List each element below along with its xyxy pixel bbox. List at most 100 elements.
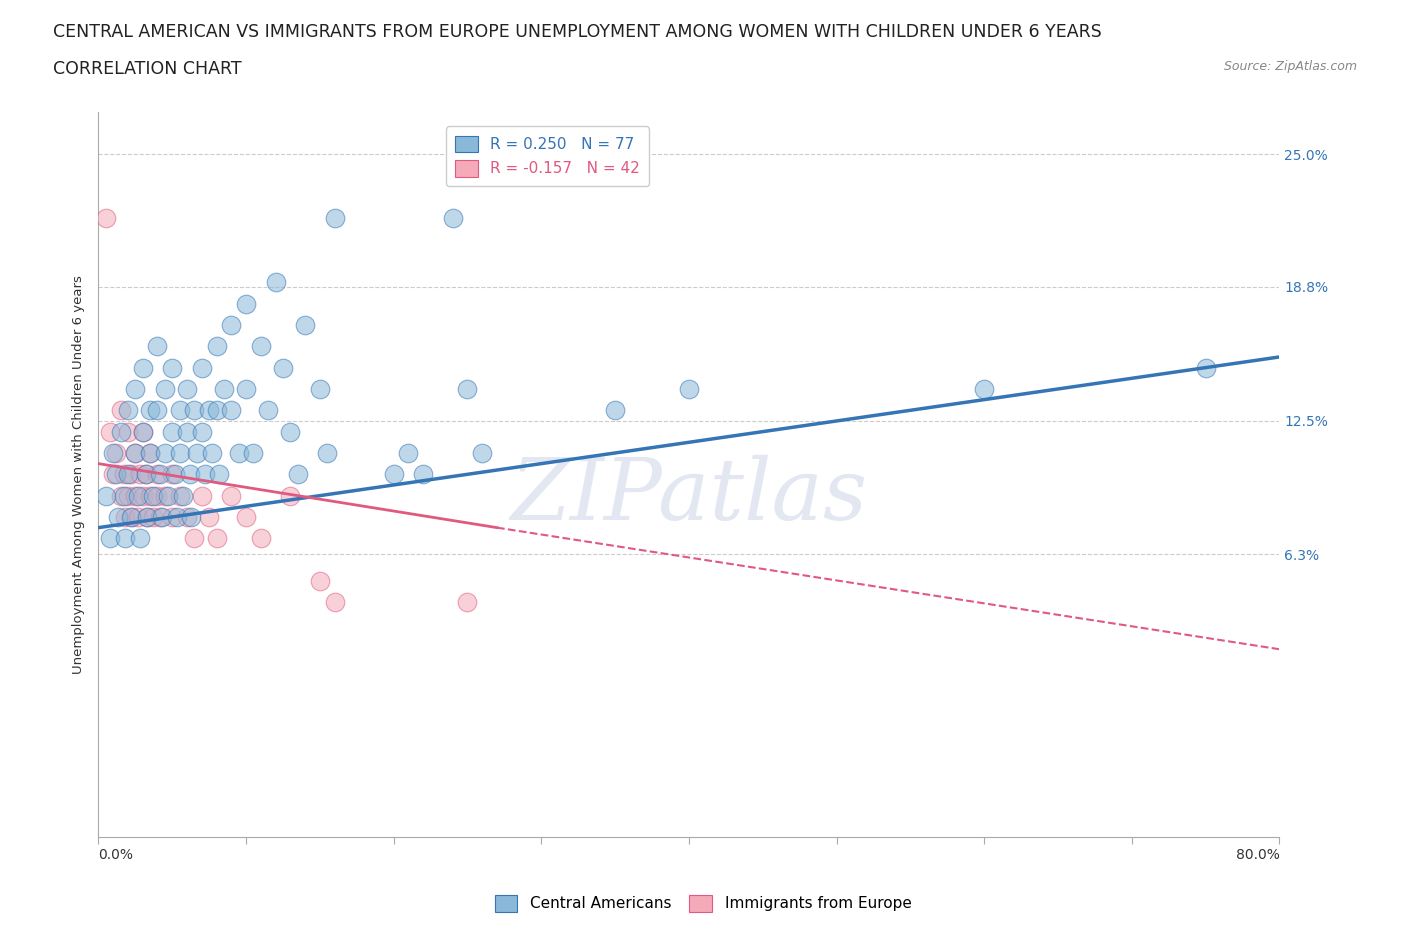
Point [219, 403, 242, 418]
Point [456, 381, 478, 396]
Point [176, 510, 198, 525]
Point [146, 403, 169, 418]
Point [183, 403, 205, 418]
Point [169, 488, 191, 503]
Text: 0.0%: 0.0% [98, 847, 134, 862]
Point [194, 467, 217, 482]
Point [287, 467, 309, 482]
Point [127, 488, 149, 503]
Point [121, 510, 143, 525]
Point [205, 339, 228, 353]
Point [149, 467, 172, 482]
Point [98, 424, 121, 439]
Point [132, 424, 155, 439]
Point [309, 381, 332, 396]
Point [146, 339, 169, 353]
Point [142, 488, 165, 503]
Point [242, 445, 264, 460]
Point [412, 467, 434, 482]
Point [156, 488, 179, 503]
Point [165, 467, 187, 482]
Text: 80.0%: 80.0% [1236, 847, 1279, 862]
Point [191, 424, 214, 439]
Point [124, 381, 146, 396]
Point [208, 467, 231, 482]
Point [139, 445, 162, 460]
Point [180, 510, 202, 525]
Point [120, 467, 142, 482]
Point [198, 510, 221, 525]
Point [153, 445, 176, 460]
Point [139, 488, 162, 503]
Point [146, 488, 169, 503]
Point [112, 488, 135, 503]
Point [127, 510, 149, 525]
Point [212, 381, 235, 396]
Point [120, 510, 142, 525]
Point [124, 488, 146, 503]
Point [105, 445, 128, 460]
Point [153, 488, 176, 503]
Point [112, 467, 135, 482]
Legend: R = 0.250   N = 77, R = -0.157   N = 42: R = 0.250 N = 77, R = -0.157 N = 42 [446, 126, 648, 186]
Point [162, 467, 183, 482]
Point [114, 510, 136, 525]
Point [132, 488, 155, 503]
Point [235, 510, 257, 525]
Point [678, 381, 700, 396]
Point [183, 531, 205, 546]
Point [149, 510, 172, 525]
Point [278, 424, 302, 439]
Text: CORRELATION CHART: CORRELATION CHART [53, 60, 242, 78]
Point [107, 510, 129, 525]
Text: CENTRAL AMERICAN VS IMMIGRANTS FROM EUROPE UNEMPLOYMENT AMONG WOMEN WITH CHILDRE: CENTRAL AMERICAN VS IMMIGRANTS FROM EURO… [53, 23, 1102, 41]
Point [441, 211, 464, 226]
Point [103, 445, 125, 460]
Point [278, 488, 302, 503]
Point [139, 445, 162, 460]
Point [128, 531, 150, 546]
Point [110, 424, 132, 439]
Point [456, 595, 478, 610]
Point [172, 488, 194, 503]
Point [973, 381, 995, 396]
Point [176, 381, 198, 396]
Point [176, 424, 198, 439]
Point [169, 403, 191, 418]
Point [135, 467, 157, 482]
Point [1195, 360, 1218, 375]
Point [191, 488, 214, 503]
Point [132, 360, 155, 375]
Point [250, 531, 273, 546]
Point [250, 339, 273, 353]
Point [316, 445, 339, 460]
Point [139, 403, 162, 418]
Point [191, 360, 214, 375]
Point [201, 445, 224, 460]
Point [110, 488, 132, 503]
Point [132, 424, 155, 439]
Point [162, 510, 183, 525]
Point [198, 403, 221, 418]
Point [235, 381, 257, 396]
Point [396, 445, 419, 460]
Point [323, 211, 346, 226]
Point [94, 488, 117, 503]
Point [117, 424, 139, 439]
Legend: Central Americans, Immigrants from Europe: Central Americans, Immigrants from Europ… [488, 889, 918, 918]
Point [257, 403, 280, 418]
Point [219, 488, 242, 503]
Point [105, 467, 128, 482]
Y-axis label: Unemployment Among Women with Children Under 6 years: Unemployment Among Women with Children U… [72, 275, 86, 673]
Point [162, 360, 183, 375]
Point [179, 467, 201, 482]
Point [150, 510, 173, 525]
Point [309, 574, 332, 589]
Point [605, 403, 627, 418]
Point [128, 467, 150, 482]
Point [146, 467, 169, 482]
Point [114, 531, 136, 546]
Point [271, 360, 294, 375]
Point [186, 445, 208, 460]
Point [103, 467, 125, 482]
